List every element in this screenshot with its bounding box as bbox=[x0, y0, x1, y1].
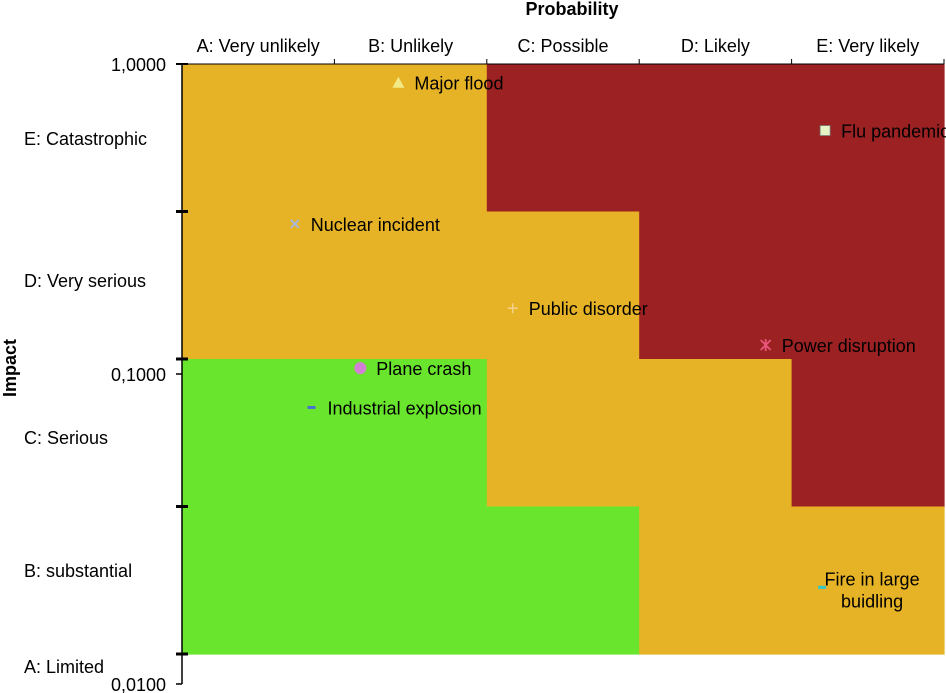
impact-label: E: Catastrophic bbox=[24, 129, 147, 149]
zone-amber-cell bbox=[486, 211, 640, 360]
point-marker-square bbox=[819, 125, 831, 136]
point-marker-triangle bbox=[392, 76, 405, 88]
probability-label: A: Very unlikely bbox=[197, 36, 320, 56]
risk-point: Power disruption bbox=[760, 336, 916, 356]
zone-amber-cell bbox=[182, 64, 335, 213]
y-tick-label: 0,0100 bbox=[111, 675, 166, 693]
risk-point: Public disorder bbox=[507, 299, 648, 319]
zone-amber-cell bbox=[639, 506, 793, 655]
y-tick-label: 1,0000 bbox=[111, 55, 166, 75]
zone-red-cell bbox=[791, 211, 945, 360]
zone-red-cell bbox=[639, 64, 793, 213]
point-marker-circle bbox=[354, 362, 367, 375]
probability-labels: A: Very unlikely B: Unlikely C: Possible D:… bbox=[197, 36, 920, 56]
risk-point: Major flood bbox=[392, 74, 503, 94]
point-marker-dash bbox=[307, 405, 316, 409]
point-marker-x bbox=[290, 219, 300, 229]
risk-point: Fire in large buidling bbox=[818, 569, 920, 611]
zone-green-cell bbox=[334, 359, 488, 508]
point-marker-plus bbox=[507, 303, 518, 314]
impact-labels: E: Catastrophic D: Very serious C: Serious… bbox=[24, 129, 147, 677]
point-label: Power disruption bbox=[782, 336, 916, 356]
zone-amber-cell bbox=[639, 359, 793, 508]
point-label: Nuclear incident bbox=[311, 215, 440, 235]
probability-label: D: Likely bbox=[681, 36, 750, 56]
zone-green-cell bbox=[334, 506, 488, 655]
zone-green-cell bbox=[182, 506, 335, 655]
y-tick-labels: 1,0000 0,1000 0,0100 bbox=[111, 55, 166, 693]
zone-amber-cell bbox=[334, 64, 488, 213]
zone-green-cell bbox=[182, 359, 335, 508]
zone-red-cell bbox=[791, 359, 945, 508]
risk-point: Flu pandemic bbox=[819, 122, 946, 142]
risk-point: Plane crash bbox=[354, 359, 471, 379]
probability-label: E: Very likely bbox=[816, 36, 919, 56]
impact-label: B: substantial bbox=[24, 561, 132, 581]
point-label: Flu pandemic bbox=[841, 122, 946, 142]
point-label: Plane crash bbox=[376, 359, 471, 379]
probability-label: C: Possible bbox=[517, 36, 608, 56]
chart-title: Probability bbox=[525, 0, 618, 19]
risk-zones bbox=[182, 64, 945, 655]
risk-point: Industrial explosion bbox=[307, 398, 482, 418]
y-axis-label: Impact bbox=[0, 339, 20, 397]
zone-green-cell bbox=[486, 506, 640, 655]
zone-amber-cell bbox=[334, 211, 488, 360]
axis-ticks bbox=[176, 59, 945, 685]
zone-amber-cell bbox=[182, 211, 335, 360]
zone-amber-cell bbox=[486, 359, 640, 508]
probability-label: B: Unlikely bbox=[368, 36, 453, 56]
zone-red-cell bbox=[486, 64, 640, 213]
point-label: Industrial explosion bbox=[328, 398, 482, 418]
point-label: Public disorder bbox=[529, 299, 648, 319]
zone-red-cell bbox=[639, 211, 793, 360]
impact-label: C: Serious bbox=[24, 428, 108, 448]
impact-label: D: Very serious bbox=[24, 271, 146, 291]
point-label: Major flood bbox=[414, 74, 503, 94]
impact-label: A: Limited bbox=[24, 657, 104, 677]
point-marker-dash bbox=[818, 585, 827, 589]
zone-red-cell bbox=[791, 64, 945, 213]
y-tick-label: 0,1000 bbox=[111, 365, 166, 385]
point-label: Fire in large buidling bbox=[825, 569, 920, 611]
zone-amber-cell bbox=[791, 506, 945, 655]
risk-points: Major flood Flu pandemic Nuclear incident P… bbox=[290, 74, 946, 611]
risk-point: Nuclear incident bbox=[290, 215, 440, 235]
point-marker-star bbox=[760, 339, 772, 352]
